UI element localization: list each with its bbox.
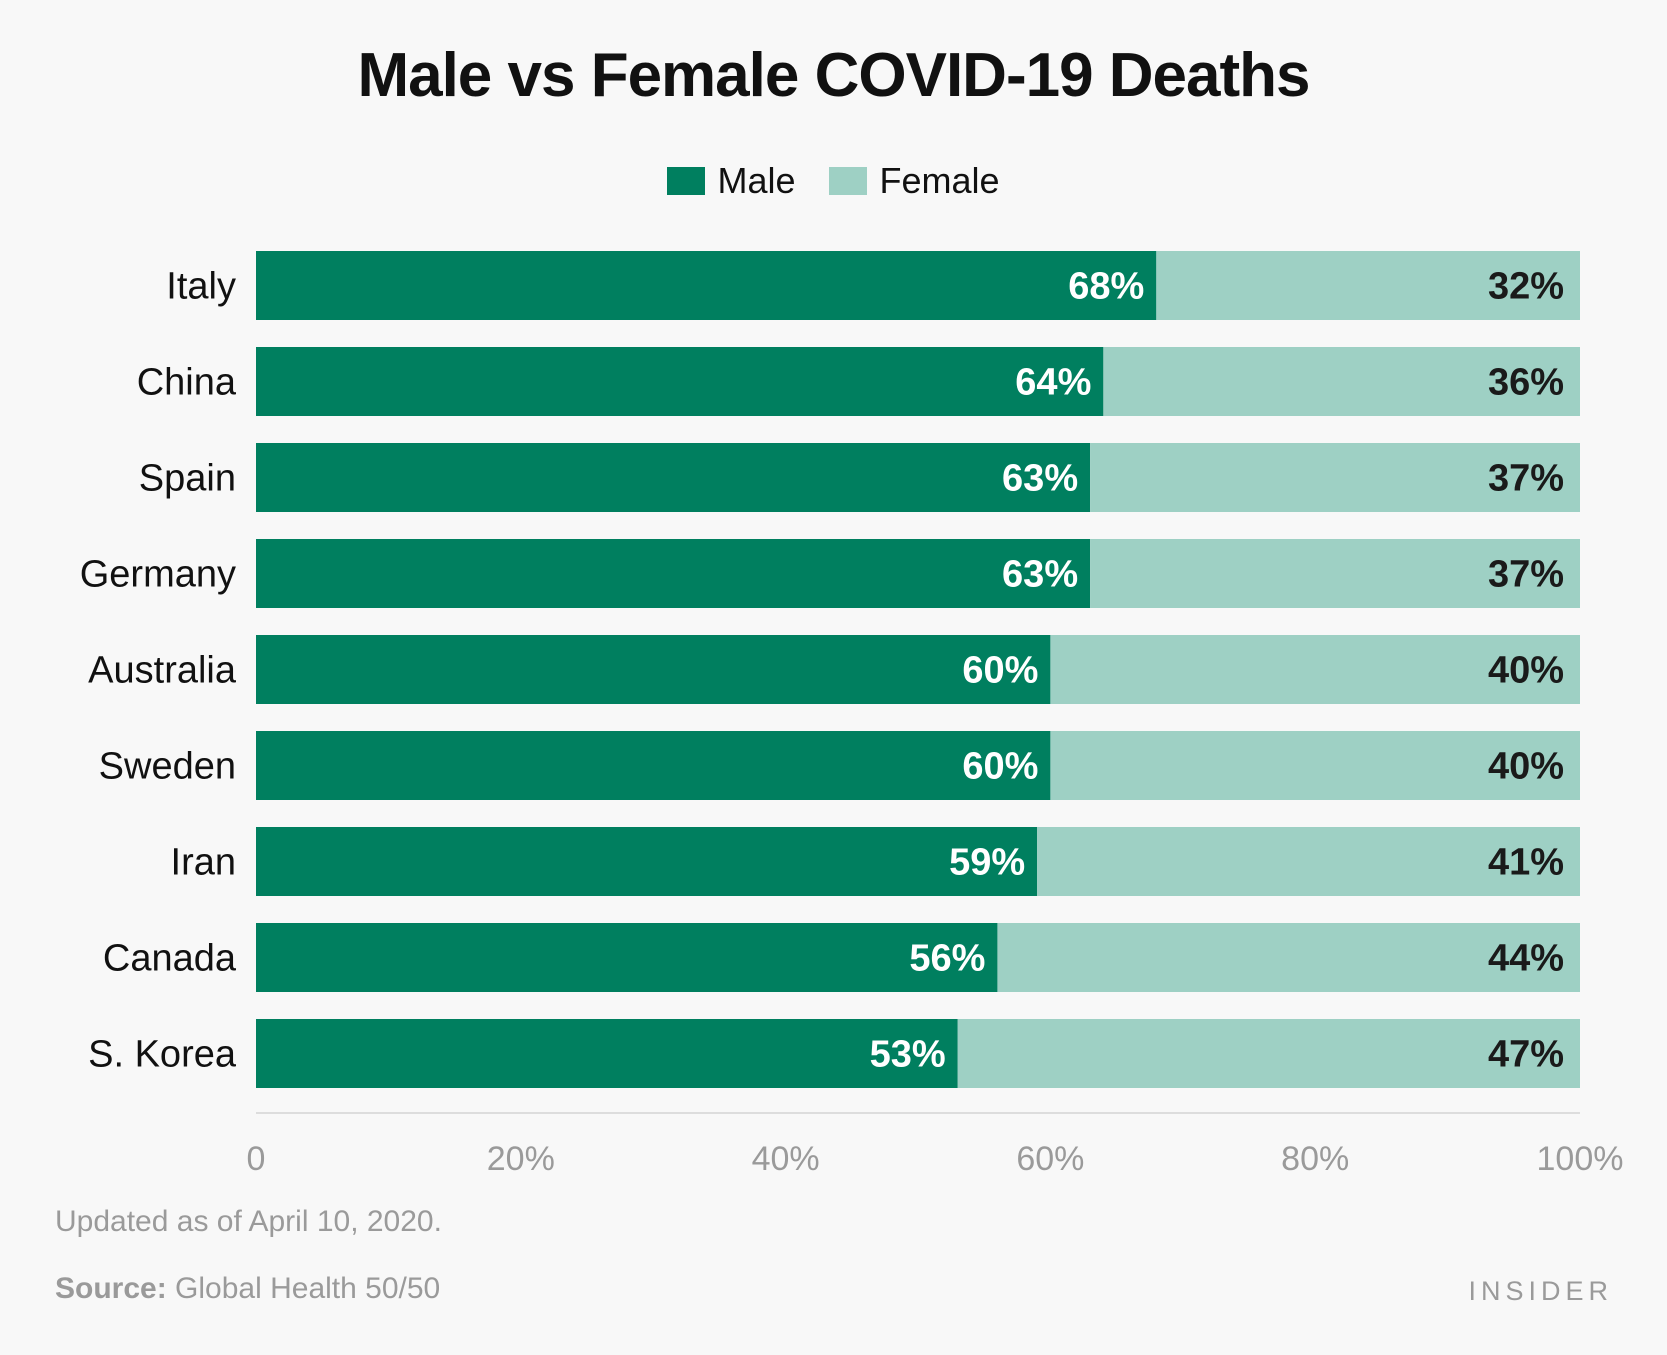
data-label-female-iran: 41%	[1488, 842, 1564, 884]
category-label-iran: Iran	[171, 842, 236, 884]
bar-male-italy	[256, 251, 1157, 320]
bar-male-germany	[256, 539, 1091, 608]
data-label-male-canada: 56%	[909, 938, 985, 980]
legend-swatch-male	[667, 167, 706, 195]
data-label-female-china: 36%	[1488, 362, 1564, 404]
chart-title: Male vs Female COVID-19 Deaths	[357, 41, 1310, 110]
legend-item-female: Female	[829, 160, 1000, 202]
data-label-male-sweden: 60%	[962, 746, 1038, 788]
data-label-male-italy: 68%	[1068, 266, 1144, 308]
category-label-germany: Germany	[80, 554, 236, 596]
source-label: Source:	[55, 1272, 167, 1305]
source-text: Global Health 50/50	[166, 1272, 441, 1305]
data-label-female-sweden: 40%	[1488, 746, 1564, 788]
legend-label-female: Female	[879, 160, 1000, 201]
legend: Male Female	[0, 160, 1667, 202]
x-tick-label-1: 20%	[487, 1140, 555, 1178]
source-note: Source: Global Health 50/50	[55, 1272, 440, 1306]
x-tick-label-0: 0	[247, 1140, 266, 1178]
bar-male-australia	[256, 635, 1051, 704]
data-label-male-iran: 59%	[949, 842, 1025, 884]
x-tick-label-5: 100%	[1537, 1140, 1624, 1178]
x-tick-label-2: 40%	[752, 1140, 820, 1178]
data-label-male-spain: 63%	[1002, 458, 1078, 500]
legend-item-male: Male	[667, 160, 795, 202]
insider-logo: INSIDER	[1468, 1276, 1613, 1306]
bar-female-italy	[1156, 251, 1580, 320]
data-label-female-canada: 44%	[1488, 938, 1564, 980]
data-label-male-australia: 60%	[962, 650, 1038, 692]
category-label-sweden: Sweden	[99, 746, 236, 788]
data-label-female-germany: 37%	[1488, 554, 1564, 596]
bar-male-china	[256, 347, 1104, 416]
bar-female-sweden	[1050, 731, 1580, 800]
bar-female-australia	[1050, 635, 1580, 704]
data-label-female-spain: 37%	[1488, 458, 1564, 500]
data-label-male-china: 64%	[1015, 362, 1091, 404]
bar-male-s-korea	[256, 1019, 958, 1088]
bar-male-sweden	[256, 731, 1051, 800]
category-label-spain: Spain	[139, 458, 236, 500]
bar-female-iran	[1037, 827, 1580, 896]
bar-male-spain	[256, 443, 1091, 512]
data-label-male-germany: 63%	[1002, 554, 1078, 596]
x-tick-label-4: 80%	[1281, 1140, 1349, 1178]
category-label-china: China	[137, 362, 237, 404]
category-label-canada: Canada	[103, 938, 237, 980]
bar-female-s-korea	[957, 1019, 1580, 1088]
bar-male-iran	[256, 827, 1038, 896]
bar-chart: 68% 32% Italy 64% 36% China 63% 37% Spain 63% 37% G…	[80, 251, 1624, 1178]
x-tick-label-3: 60%	[1016, 1140, 1084, 1178]
category-label-australia: Australia	[88, 650, 237, 692]
bar-female-germany	[1090, 539, 1580, 608]
legend-swatch-female	[829, 167, 868, 195]
bar-female-spain	[1090, 443, 1580, 512]
category-label-italy: Italy	[166, 266, 236, 308]
data-label-male-s-korea: 53%	[870, 1034, 946, 1076]
bar-male-canada	[256, 923, 998, 992]
legend-label-male: Male	[717, 160, 796, 201]
bar-female-china	[1103, 347, 1580, 416]
data-label-female-australia: 40%	[1488, 650, 1564, 692]
updated-note: Updated as of April 10, 2020.	[55, 1205, 442, 1238]
category-label-s-korea: S. Korea	[88, 1034, 237, 1076]
data-label-female-italy: 32%	[1488, 266, 1564, 308]
bar-female-canada	[997, 923, 1580, 992]
data-label-female-s-korea: 47%	[1488, 1034, 1564, 1076]
